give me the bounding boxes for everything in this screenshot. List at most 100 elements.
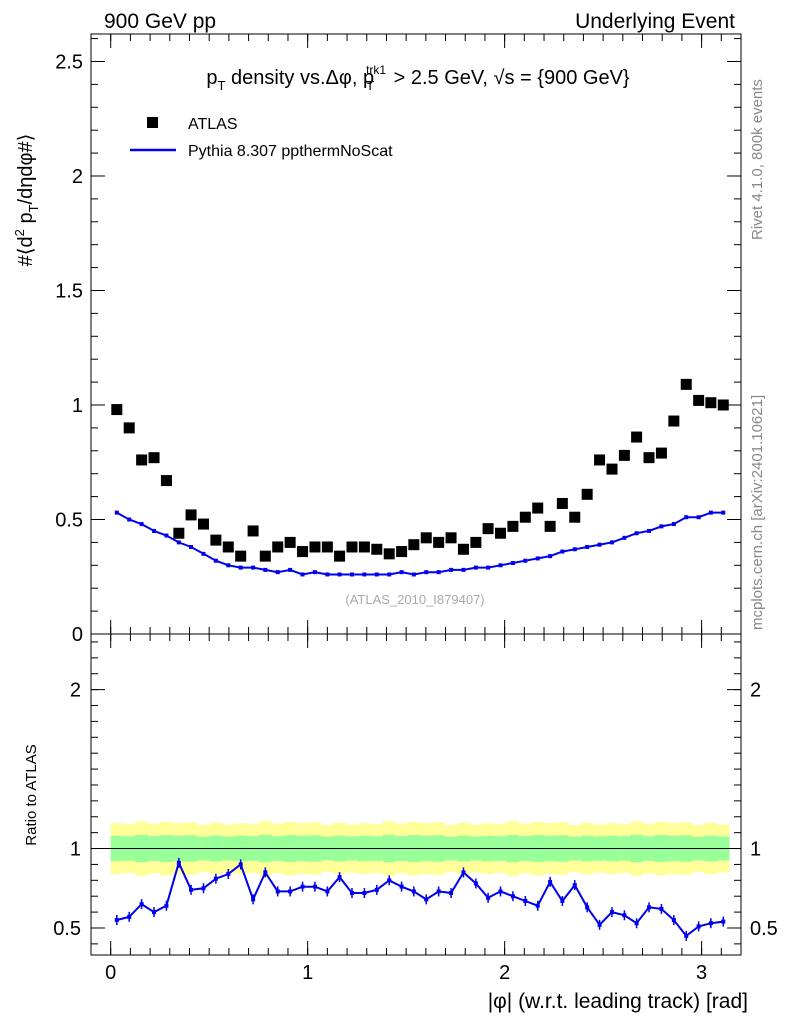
- atlas-data-point: [160, 475, 172, 487]
- ratio-x-ticks: 0 1 2 3: [90, 634, 742, 984]
- mc-point: [164, 533, 169, 538]
- atlas-data-point: [148, 452, 160, 464]
- ratio-point: [684, 933, 689, 938]
- x-tick-label: 2: [499, 962, 510, 984]
- atlas-data-point: [668, 415, 680, 427]
- ratio-point: [337, 875, 342, 880]
- atlas-data-point: [445, 532, 457, 544]
- watermark: (ATLAS_2010_I879407): [345, 592, 484, 607]
- ratio-point: [572, 883, 577, 888]
- atlas-data-point: [705, 397, 717, 409]
- ratio-point: [411, 889, 416, 894]
- atlas-data-point: [259, 550, 271, 562]
- mc-point: [300, 572, 305, 577]
- ratio-point: [721, 919, 726, 924]
- atlas-data-point: [408, 539, 420, 551]
- mc-point: [523, 558, 528, 563]
- mc-point: [139, 522, 144, 527]
- ratio-y-tick-label: 2: [70, 680, 81, 702]
- ratio-point: [597, 922, 602, 927]
- mc-point: [152, 528, 157, 533]
- y-tick-label: 1.5: [55, 280, 83, 302]
- mc-point: [387, 572, 392, 577]
- ratio-point: [671, 918, 676, 923]
- y-tick-label: 0: [72, 624, 83, 646]
- ratio-frame: [90, 633, 742, 956]
- mc-point: [696, 515, 701, 520]
- ratio-point: [176, 860, 181, 865]
- atlas-data-point: [532, 502, 544, 514]
- atlas-data-point: [594, 454, 606, 466]
- ratio-panel: 0.5 0.5 1 1 2 2 0 1 2 3: [53, 633, 778, 984]
- header-left: 900 GeV pp: [104, 10, 216, 33]
- mc-point: [498, 563, 503, 568]
- mc-point: [312, 570, 317, 575]
- ratio-point: [535, 903, 540, 908]
- mc-point: [622, 535, 627, 540]
- atlas-data-point: [680, 378, 692, 390]
- atlas-data-point: [358, 541, 370, 553]
- mc-point: [572, 547, 577, 552]
- ratio-point: [127, 914, 132, 919]
- ratio-y-tick-label: 1: [70, 839, 81, 861]
- mc-series-line: [116, 511, 724, 576]
- mc-point: [226, 563, 231, 568]
- ratio-point: [213, 876, 218, 881]
- atlas-data-point: [495, 527, 506, 539]
- ratio-point: [473, 881, 478, 886]
- legend-marker-atlas: [147, 117, 158, 128]
- atlas-data-point: [420, 532, 432, 544]
- atlas-data-point: [297, 546, 309, 558]
- atlas-data-point: [470, 536, 482, 548]
- atlas-data-point: [371, 543, 383, 555]
- ratio-point: [275, 889, 280, 894]
- ratio-point: [510, 894, 515, 899]
- rivet-label: Rivet 4.1.0, 800k events: [749, 79, 766, 240]
- mc-point: [374, 572, 379, 577]
- ratio-point: [251, 897, 256, 902]
- y-tick-label: 2: [72, 166, 83, 188]
- mc-point: [238, 565, 243, 570]
- y-tick-label: 1: [72, 395, 83, 417]
- ratio-point: [523, 898, 528, 903]
- mc-point: [461, 567, 466, 572]
- mc-point: [548, 554, 553, 559]
- mc-point: [671, 522, 676, 527]
- atlas-data-point: [569, 511, 581, 523]
- ratio-ylabel: Ratio to ATLAS: [23, 744, 40, 845]
- ratio-y-tick-label-right: 2: [750, 680, 761, 702]
- ratio-point: [461, 870, 466, 875]
- atlas-data-point: [655, 447, 667, 459]
- ratio-y-tick-label-right: 1: [750, 839, 761, 861]
- mcplots-label: mcplots.cern.ch [arXiv:2401.10621]: [749, 395, 766, 630]
- atlas-data-point: [334, 550, 346, 562]
- atlas-data-point: [457, 543, 469, 555]
- atlas-data-point: [123, 422, 135, 434]
- mc-point: [597, 542, 602, 547]
- atlas-data-point: [507, 520, 519, 532]
- ratio-point: [189, 887, 194, 892]
- ratio-point: [201, 886, 206, 891]
- atlas-data-point: [717, 399, 729, 411]
- atlas-data-point: [433, 536, 445, 548]
- ratio-point: [312, 884, 317, 889]
- ratio-point: [387, 878, 392, 883]
- mc-point: [399, 570, 404, 575]
- mc-point: [486, 565, 491, 570]
- atlas-data-point: [111, 404, 123, 416]
- mc-point: [275, 570, 280, 575]
- main-x-ticks: [90, 34, 742, 634]
- mc-point: [213, 558, 218, 563]
- mc-point: [176, 540, 181, 545]
- atlas-data-point: [309, 541, 321, 553]
- ratio-point: [449, 891, 454, 896]
- ratio-point: [548, 879, 553, 884]
- ratio-point: [436, 889, 441, 894]
- ratio-point: [659, 906, 664, 911]
- atlas-data-point: [693, 394, 705, 406]
- atlas-data-point: [519, 511, 531, 523]
- ratio-plot-area: [91, 821, 741, 941]
- ratio-point: [696, 924, 701, 929]
- ratio-point: [622, 913, 627, 918]
- ratio-point: [226, 871, 231, 876]
